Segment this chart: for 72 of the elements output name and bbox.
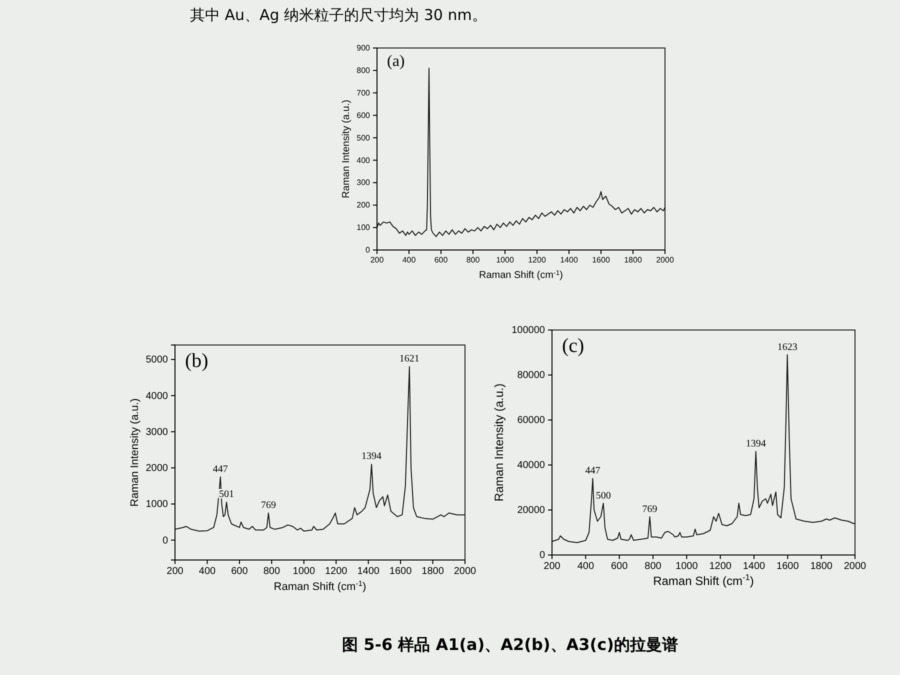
x-tick-label: 1400 [742, 561, 766, 572]
y-tick-label: 100000 [512, 325, 546, 336]
y-tick-label: 700 [356, 88, 371, 98]
y-tick-label: 800 [356, 66, 371, 76]
y-tick-label: 900 [356, 44, 371, 53]
x-tick-label: 1000 [292, 566, 316, 578]
y-tick-label: 60000 [517, 415, 546, 426]
x-tick-label: 1400 [357, 566, 380, 578]
annotation: 1623 [777, 342, 798, 353]
y-tick-label: 80000 [517, 370, 546, 382]
y-tick-label: 40000 [517, 460, 546, 472]
x-tick-label: 200 [166, 566, 184, 578]
annotation: 447 [212, 464, 228, 475]
x-axis-title: Raman Shift (cm$^{-1}$) [478, 270, 564, 281]
y-axis-title: Raman Intensity (a.u.) [492, 383, 506, 502]
annotation: 1621 [399, 354, 420, 365]
x-tick-label: 800 [644, 561, 662, 572]
y-tick-label: 100 [356, 223, 371, 232]
y-tick-label: 500 [356, 133, 371, 142]
y-tick-label: 1000 [146, 499, 168, 510]
y-tick-label: 4000 [146, 390, 168, 402]
x-axis-title: Raman Shift (cm$^{-1}$) [653, 572, 754, 588]
y-tick-label: 2000 [146, 463, 168, 474]
x-tick-label: 400 [198, 566, 216, 578]
x-tick-label: 1800 [810, 561, 833, 572]
x-tick-label: 800 [263, 566, 280, 578]
x-tick-label: 2000 [844, 561, 867, 572]
y-tick-label: 200 [356, 200, 371, 210]
y-tick-label: 5000 [146, 354, 168, 366]
x-axis-title: Raman Shift (cm$^{-1}$) [274, 578, 366, 593]
annotation: 1394 [362, 451, 382, 462]
annotation: 447 [585, 466, 600, 476]
annotation: 500 [596, 490, 611, 502]
y-tick-label: 400 [356, 156, 371, 165]
y-tick-label: 20000 [517, 505, 546, 516]
x-tick-label: 2000 [656, 256, 674, 265]
x-tick-label: 1400 [560, 256, 578, 265]
x-tick-label: 600 [434, 256, 448, 265]
x-tick-label: 800 [466, 256, 480, 265]
x-tick-label: 600 [610, 561, 628, 572]
x-tick-label: 1600 [389, 566, 412, 578]
x-tick-label: 600 [231, 566, 248, 578]
chart-title: (c) [562, 335, 584, 357]
chart-title: (a) [387, 53, 405, 70]
y-tick-label: 0 [162, 535, 168, 546]
annotation: 1394 [746, 438, 766, 450]
annotation: 769 [260, 500, 276, 512]
x-tick-label: 200 [370, 256, 384, 265]
x-tick-label: 1600 [776, 561, 800, 572]
y-tick-label: 0 [539, 550, 546, 562]
caption: 图 5-6 样品 A1(a)、A2(b)、A3(c)的拉曼谱 [342, 635, 678, 654]
x-tick-label: 1200 [528, 256, 546, 265]
x-tick-label: 1000 [676, 561, 698, 572]
x-tick-label: 1800 [422, 566, 444, 578]
x-tick-label: 1600 [592, 256, 610, 265]
x-tick-label: 200 [544, 561, 561, 572]
x-tick-label: 1800 [624, 256, 642, 265]
x-tick-label: 400 [402, 256, 416, 265]
y-tick-label: 300 [356, 178, 371, 188]
chart-title: (b) [185, 350, 208, 372]
y-tick-label: 3000 [146, 426, 168, 438]
x-tick-label: 400 [577, 561, 594, 572]
y-tick-label: 600 [356, 110, 371, 120]
y-axis-title: Raman Intensity (a.u.) [341, 100, 352, 198]
y-tick-label: 0 [366, 246, 371, 255]
text: 其中 Au、Ag 纳米粒子的尺寸均为 30 nm。 [190, 6, 487, 24]
annotation: 769 [642, 504, 658, 515]
x-tick-label: 2000 [454, 566, 477, 578]
x-tick-label: 1200 [324, 566, 348, 578]
x-tick-label: 1200 [709, 561, 732, 572]
y-axis-title: Raman Intensity (a.u.) [128, 398, 141, 507]
x-tick-label: 1000 [496, 256, 514, 265]
